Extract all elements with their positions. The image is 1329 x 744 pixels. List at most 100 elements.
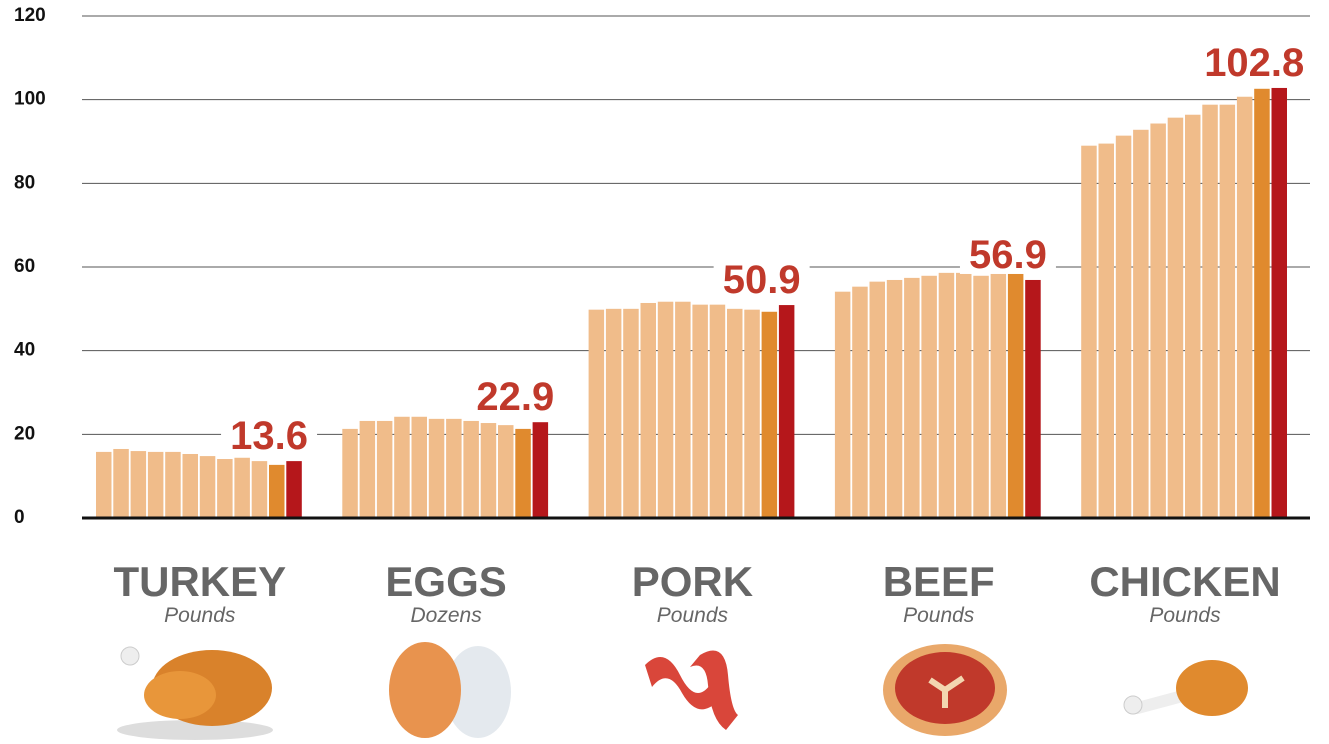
bar <box>605 308 622 518</box>
bar <box>744 309 760 518</box>
y-tick-label: 120 <box>14 5 46 26</box>
bar <box>709 304 726 518</box>
bar <box>921 275 937 518</box>
bar <box>376 420 393 518</box>
bar <box>359 420 376 518</box>
bar <box>973 275 989 518</box>
bacon-icon <box>645 657 718 710</box>
y-tick-label: 20 <box>14 423 35 444</box>
y-tick-label: 80 <box>14 172 35 193</box>
y-tick-label: 0 <box>14 507 25 528</box>
bar <box>1254 88 1270 518</box>
bar <box>234 457 250 518</box>
value-label: 102.8 <box>1204 41 1304 85</box>
bar <box>113 448 129 518</box>
bar <box>904 277 920 518</box>
bar <box>515 428 531 518</box>
bar <box>411 416 427 518</box>
bar <box>1271 87 1287 518</box>
group-name: TURKEY <box>113 558 286 605</box>
bar <box>778 305 795 518</box>
bar <box>588 309 605 518</box>
bar <box>1115 135 1132 519</box>
bar <box>1098 143 1114 518</box>
drumstick-knob-icon <box>1123 695 1143 715</box>
bar <box>990 272 1007 518</box>
bar <box>1081 145 1097 518</box>
bar <box>286 461 302 518</box>
group-unit: Dozens <box>410 604 482 627</box>
drumstick-icon <box>1176 660 1248 716</box>
bar <box>869 281 885 518</box>
bar <box>1236 96 1253 518</box>
label-bg <box>713 257 810 300</box>
value-label: 50.9 <box>723 258 801 302</box>
bar <box>1133 129 1149 518</box>
bar <box>498 425 514 518</box>
group-unit: Pounds <box>657 604 729 627</box>
bar <box>623 308 639 518</box>
bar <box>96 451 112 518</box>
bar <box>886 279 903 518</box>
label-bg <box>959 231 1056 274</box>
bar <box>463 420 479 518</box>
icons <box>117 642 1248 740</box>
bar <box>269 464 285 518</box>
bar <box>532 422 549 518</box>
bar <box>147 451 164 518</box>
bar <box>1025 279 1041 518</box>
label-bg <box>1206 39 1303 82</box>
bar <box>446 418 462 518</box>
plate-icon <box>117 720 273 740</box>
label-bg <box>467 374 564 417</box>
bar <box>834 291 851 518</box>
bar <box>1185 114 1201 518</box>
bacon-icon <box>690 650 738 730</box>
bar <box>217 459 233 518</box>
drumstick-bone-icon <box>1134 689 1186 715</box>
bar <box>182 453 198 518</box>
value-label: 13.6 <box>230 414 308 458</box>
bar <box>130 451 147 518</box>
bar <box>1150 123 1166 519</box>
group-name: PORK <box>632 558 753 605</box>
bar <box>761 311 778 518</box>
value-label: 22.9 <box>476 375 554 419</box>
bar <box>199 456 216 518</box>
bar <box>251 461 268 518</box>
bar <box>657 301 674 518</box>
group-unit: Pounds <box>903 604 975 627</box>
group-unit: Pounds <box>1149 604 1221 627</box>
bar <box>1219 104 1236 518</box>
egg-white-icon <box>445 646 511 738</box>
bar <box>692 304 708 518</box>
bar <box>480 423 497 518</box>
bar <box>852 286 868 518</box>
egg-brown-icon <box>389 642 461 738</box>
y-tick-label: 100 <box>14 89 46 110</box>
bar <box>428 418 445 518</box>
turkey-leg-icon <box>144 671 216 719</box>
bar <box>956 272 972 518</box>
bar <box>1202 104 1218 518</box>
value-label: 56.9 <box>969 233 1047 277</box>
bar <box>640 302 656 518</box>
label-bg <box>221 413 318 456</box>
y-tick-label: 40 <box>14 340 35 361</box>
bar <box>1167 117 1184 518</box>
steak-bone-icon <box>928 675 965 708</box>
group-name: BEEF <box>883 558 995 605</box>
bar <box>165 451 181 518</box>
group-name: CHICKEN <box>1089 558 1280 605</box>
group-name: EGGS <box>385 558 506 605</box>
bar <box>1007 272 1024 518</box>
bar <box>342 428 358 518</box>
bone-icon <box>120 646 140 666</box>
y-tick-label: 60 <box>14 256 35 277</box>
bar <box>394 416 410 518</box>
bar <box>675 301 691 518</box>
bar <box>727 308 743 518</box>
group-unit: Pounds <box>164 604 236 627</box>
bar <box>938 272 955 518</box>
